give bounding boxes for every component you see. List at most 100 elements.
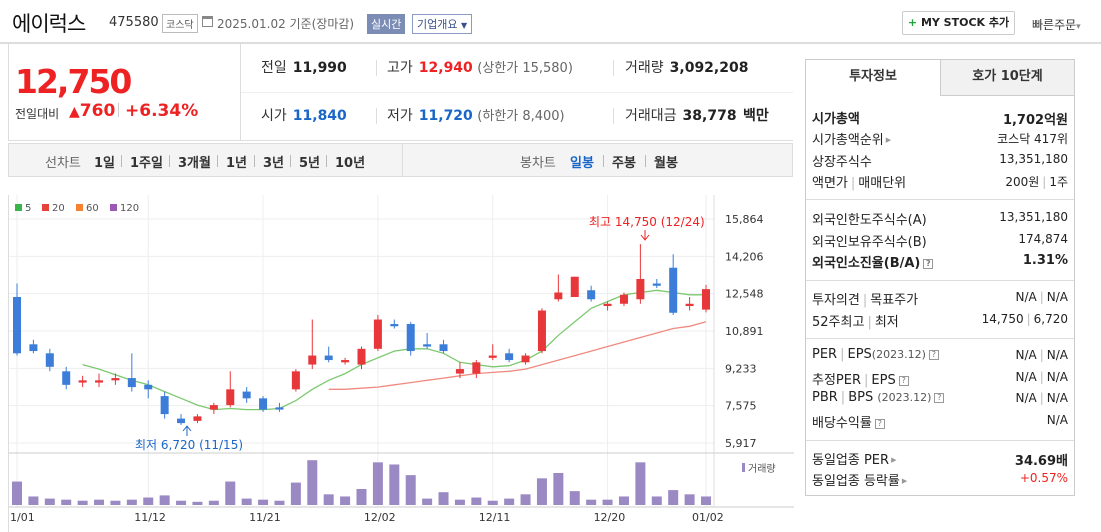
change-value: ▲760 xyxy=(69,101,115,121)
trade-unit-value: 1주 xyxy=(1049,175,1068,189)
legend-swatch xyxy=(15,204,22,211)
candle-body xyxy=(111,378,120,381)
sector-per-label: 동일업종 PER ▶ xyxy=(812,449,896,468)
candle-body xyxy=(275,407,284,410)
legend-label: 120 xyxy=(120,203,139,214)
pbr-bps-year: (2023.12) xyxy=(877,391,932,404)
foreign-ratio-value: 1.31% xyxy=(1022,253,1068,268)
candle-body xyxy=(406,324,415,352)
tab-1week[interactable]: 1주일 xyxy=(130,156,163,171)
open-label: 시가 xyxy=(261,108,287,124)
realtime-button[interactable]: 실시간 xyxy=(367,14,406,34)
dividend-text: 배당수익률 xyxy=(812,416,872,431)
divider: | xyxy=(1039,391,1044,405)
volume-bar xyxy=(323,494,334,505)
volume-bar xyxy=(44,498,55,505)
x-tick-label: 11/01 xyxy=(9,511,35,524)
help-icon[interactable]: ? xyxy=(923,259,934,269)
change-amount: 760 xyxy=(79,101,116,121)
y-tick-label: 14,206 xyxy=(725,250,764,263)
caret-right-icon: ▶ xyxy=(891,456,897,464)
candle-body xyxy=(62,371,71,385)
par-trade-unit-value: 200원 | 1주 xyxy=(1005,173,1068,190)
candle-body xyxy=(488,355,497,358)
market-cap-rank-row[interactable]: 시가총액순위 ▶ 코스닥 417위 xyxy=(812,129,1068,149)
chevron-down-icon: ▼ xyxy=(460,21,468,30)
ma20-line xyxy=(328,321,707,390)
divider: | xyxy=(1042,175,1047,189)
tab-10year[interactable]: 10년 xyxy=(335,156,366,171)
low-arrow-head xyxy=(182,425,192,432)
candle-body xyxy=(390,324,399,327)
per-label: PER xyxy=(812,347,838,362)
volume-bar xyxy=(61,499,72,505)
dividend-row: 배당수익률? N/A xyxy=(812,412,1068,432)
legend-label: 5 xyxy=(25,203,31,214)
volume-bar xyxy=(94,499,105,505)
y-tick-label: 12,548 xyxy=(725,288,764,301)
divider xyxy=(241,92,793,93)
add-my-stock-label: MY STOCK 추가 xyxy=(920,16,1010,29)
stock-code: 475580 xyxy=(109,15,159,30)
tab-3year[interactable]: 3년 xyxy=(263,156,285,171)
tab-1year[interactable]: 1년 xyxy=(226,156,248,171)
opinion-value: N/A xyxy=(1015,290,1037,304)
candle-body xyxy=(160,396,169,415)
tab-3month[interactable]: 3개월 xyxy=(178,156,211,171)
volume-bar xyxy=(520,494,531,505)
volume-bar xyxy=(422,498,433,505)
candle-chart-label: 봉차트 xyxy=(520,156,556,171)
help-icon[interactable]: ? xyxy=(898,376,909,386)
est-per-label: 추정PER xyxy=(812,373,862,388)
volume-bar xyxy=(504,498,515,505)
volume-bar xyxy=(569,491,580,505)
current-price: 12,750 xyxy=(15,62,132,101)
candlestick-chart: 15,864 14,206 12,548 10,891 9,233 7,575 5,917 1… xyxy=(9,195,794,524)
help-icon[interactable]: ? xyxy=(934,393,945,403)
sector-change-text: 동일업종 등락률 xyxy=(812,474,900,489)
foreign-hold-value: 174,874 xyxy=(1018,232,1068,246)
price-chart[interactable]: 15,864 14,206 12,548 10,891 9,233 7,575 5,917 1… xyxy=(8,195,794,532)
tab-orderbook[interactable]: 호가 10단계 xyxy=(940,60,1074,96)
company-info-dropdown[interactable]: 기업개요 ▼ xyxy=(412,14,473,34)
stock-header: 에이럭스 475580 코스닥 2025.01.02 기준(장마감) 실시간 기… xyxy=(0,0,1101,44)
tab-1day[interactable]: 1일 xyxy=(94,156,116,171)
x-tick-label: 12/02 xyxy=(364,511,396,524)
help-icon[interactable]: ? xyxy=(874,419,885,429)
sector-change-row[interactable]: 동일업종 등락률 ▶ +0.57% xyxy=(812,470,1068,490)
quick-order-dropdown[interactable]: 빠른주문▾ xyxy=(1032,16,1081,33)
market-cap-rank-value: 코스닥 417위 xyxy=(997,132,1068,146)
divider xyxy=(402,144,403,176)
tab-5year[interactable]: 5년 xyxy=(299,156,321,171)
low-annotation: 최저 6,720 (11/15) xyxy=(135,438,243,452)
divider xyxy=(326,155,327,167)
par-trade-unit-label: 액면가 | 매매단위 xyxy=(812,172,906,191)
tab-daily[interactable]: 일봉 xyxy=(570,156,594,171)
est-eps-value: N/A xyxy=(1046,370,1068,384)
candle-body xyxy=(324,355,333,361)
divider xyxy=(806,280,1074,281)
sector-per-row[interactable]: 동일업종 PER ▶ 34.69배 xyxy=(812,449,1068,469)
target-label: 목표주가 xyxy=(870,293,919,308)
volume-bar xyxy=(340,496,351,505)
tab-investment-info[interactable]: 투자정보 xyxy=(806,60,940,96)
candle-body xyxy=(308,355,317,365)
divider: | xyxy=(862,293,868,308)
volume-value: 3,092,208 xyxy=(669,60,749,76)
help-icon[interactable]: ? xyxy=(928,350,939,360)
high-annotation: 최고 14,750 (12/24) xyxy=(589,215,705,229)
amount-value: 38,778 xyxy=(682,108,737,124)
tab-weekly[interactable]: 주봉 xyxy=(612,156,636,171)
open-value: 11,840 xyxy=(292,108,347,124)
add-my-stock-button[interactable]: + MY STOCK 추가 xyxy=(902,11,1015,35)
candle-body xyxy=(127,378,136,388)
market-cap-value: 1,702억원 xyxy=(1002,113,1068,128)
volume-bar xyxy=(356,489,367,505)
volume-bar xyxy=(225,481,236,505)
chevron-down-icon: ▾ xyxy=(1076,22,1081,32)
volume-bar xyxy=(143,497,154,505)
volume: 거래량 3,092,208 xyxy=(625,44,748,92)
y-tick-label: 5,917 xyxy=(725,437,757,450)
tab-monthly[interactable]: 월봉 xyxy=(654,156,678,171)
prev-close-label: 전일 xyxy=(261,60,287,76)
